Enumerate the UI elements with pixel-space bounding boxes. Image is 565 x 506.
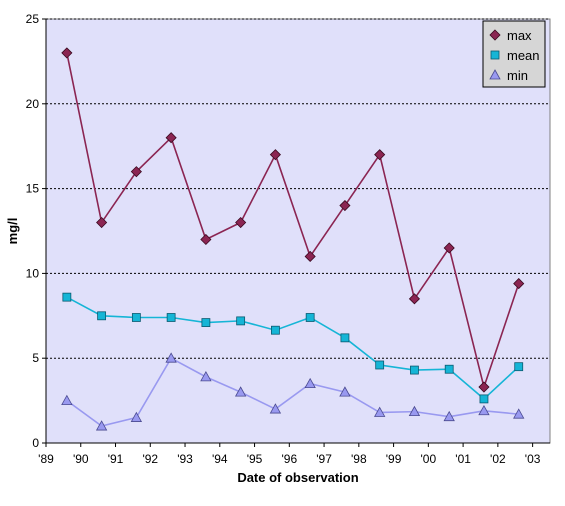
point-max: [513, 278, 525, 290]
point-mean: [444, 364, 454, 374]
legend-marker-min: [489, 69, 501, 80]
point-mean: [514, 362, 524, 372]
series-max: [61, 47, 525, 393]
y-tick-label: 20: [26, 97, 40, 111]
x-tick-label: '95: [247, 452, 263, 466]
point-min: [374, 406, 386, 417]
line-min: [66, 357, 519, 427]
series-mean: [62, 292, 524, 404]
x-tick-labels: '89 '90 '91 '92 '93 '94 '95 '96 '97 '98 '99 '00 '01 '…: [38, 452, 541, 466]
x-tick-label: '01: [455, 452, 471, 466]
x-tick-label: '93: [177, 452, 193, 466]
point-max: [96, 216, 108, 229]
legend-label-mean: mean: [507, 48, 540, 63]
point-min: [478, 404, 490, 416]
point-max: [339, 199, 351, 212]
point-min: [269, 403, 282, 414]
y-tick-label: 5: [32, 351, 39, 365]
gridlines: [46, 18, 550, 359]
point-mean: [410, 365, 419, 375]
point-mean: [131, 313, 141, 322]
point-max: [443, 242, 455, 254]
point-min: [339, 386, 351, 397]
plot-area: [45, 18, 551, 444]
x-tick-label: '94: [212, 452, 228, 466]
legend-marker-max: [489, 29, 501, 41]
x-tick-label: '92: [142, 452, 158, 466]
point-max: [61, 47, 73, 59]
legend: max mean min: [482, 20, 546, 88]
point-max: [478, 381, 490, 393]
point-mean: [305, 313, 315, 322]
series-min: [61, 352, 525, 431]
y-tick-label: 15: [26, 182, 40, 196]
point-mean: [236, 316, 246, 326]
y-tick-label: 0: [32, 436, 39, 450]
x-tick-label: '91: [108, 452, 124, 466]
x-tick-label: '98: [351, 452, 367, 466]
x-tick-label: '90: [73, 452, 89, 466]
x-tick-label: '02: [490, 452, 506, 466]
y-axis-title: mg/l: [5, 218, 20, 245]
series-group: [61, 47, 525, 431]
point-mean: [271, 325, 280, 335]
point-mean: [62, 292, 72, 302]
point-min: [443, 410, 455, 422]
point-mean: [375, 360, 385, 370]
point-max: [165, 132, 177, 144]
x-tick-label: '00: [421, 452, 437, 466]
point-max: [235, 216, 247, 229]
x-axis-title: Date of observation: [237, 470, 358, 485]
point-min: [304, 377, 316, 389]
x-tick-label: '89: [38, 452, 54, 466]
point-max: [269, 149, 281, 161]
x-tick-label: '99: [386, 452, 402, 466]
point-mean: [201, 318, 211, 327]
point-max: [374, 149, 386, 161]
y-tick-labels: 0 5 10 15 20 25: [26, 12, 40, 450]
axes: [42, 18, 550, 447]
x-tick-label: '03: [525, 452, 541, 466]
point-min: [200, 371, 212, 382]
legend-marker-mean: [490, 50, 500, 60]
point-mean: [479, 394, 489, 404]
line-max: [66, 52, 520, 390]
y-tick-label: 10: [26, 266, 40, 280]
point-max: [408, 293, 421, 305]
point-max: [200, 233, 212, 246]
point-mean: [340, 333, 350, 343]
x-tick-label: '97: [316, 452, 332, 466]
line-mean: [66, 296, 520, 400]
legend-label-min: min: [507, 68, 528, 83]
point-min: [165, 352, 177, 363]
point-min: [408, 405, 421, 417]
point-min: [130, 411, 143, 422]
point-max: [130, 166, 142, 178]
point-min: [61, 394, 73, 406]
point-max: [304, 250, 316, 263]
point-mean: [166, 313, 176, 322]
y-tick-label: 25: [26, 12, 40, 26]
point-min: [513, 408, 525, 419]
point-min: [234, 386, 247, 397]
legend-label-max: max: [507, 28, 532, 43]
x-tick-label: '96: [281, 452, 297, 466]
point-mean: [97, 311, 107, 321]
point-min: [95, 420, 108, 431]
